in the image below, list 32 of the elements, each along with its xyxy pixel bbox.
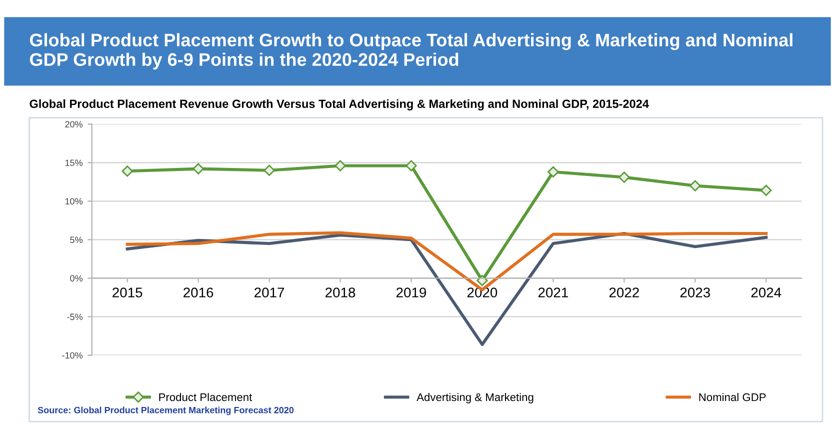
x-tick-label: 2021	[538, 288, 568, 298]
x-tick-label: 2018	[326, 288, 356, 298]
x-tick-label: 2023	[680, 288, 710, 298]
legend-label: Advertising & Marketing	[416, 392, 534, 404]
y-tick-label: -10%	[62, 352, 82, 359]
y-tick-label: -5%	[67, 314, 82, 320]
x-tick-label: 2016	[184, 288, 214, 298]
point	[122, 166, 133, 177]
point	[192, 163, 204, 174]
point	[334, 160, 346, 172]
x-tick-label: 2019	[396, 288, 426, 298]
chart-title: Global Product Placement Growth to Outpace Total Advertising & Marketing and Nominal GDP Growth by 6-9 Points in the 2020-2024 Period	[30, 33, 792, 70]
x-tick-label: 2022	[609, 288, 639, 298]
y-tick-label: 10%	[65, 198, 82, 205]
x-tick-label: 2017	[254, 288, 284, 298]
chart-subtitle: Global Product Placement Revenue Growth Versus Total Advertising & Marketing and Nominal GDP, 2015-2024	[30, 99, 649, 110]
point	[264, 164, 275, 176]
point	[618, 172, 630, 183]
point	[760, 184, 772, 196]
point	[548, 166, 559, 178]
y-tick-label: 0%	[70, 275, 82, 282]
y-tick-label: 5%	[70, 236, 82, 244]
x-tick-label: 2015	[112, 288, 142, 298]
legend-label: Product Placement	[159, 392, 252, 402]
point	[476, 274, 488, 286]
source-note: Source: Global Product Placement Marketing Forecast 2020	[38, 406, 294, 416]
y-tick-label: 20%	[65, 121, 82, 128]
point	[690, 180, 701, 192]
point	[406, 160, 417, 172]
legend-label: Nominal GDP	[699, 392, 766, 402]
x-tick-label: 2024	[751, 288, 782, 298]
y-tick-label: 15%	[65, 160, 82, 166]
